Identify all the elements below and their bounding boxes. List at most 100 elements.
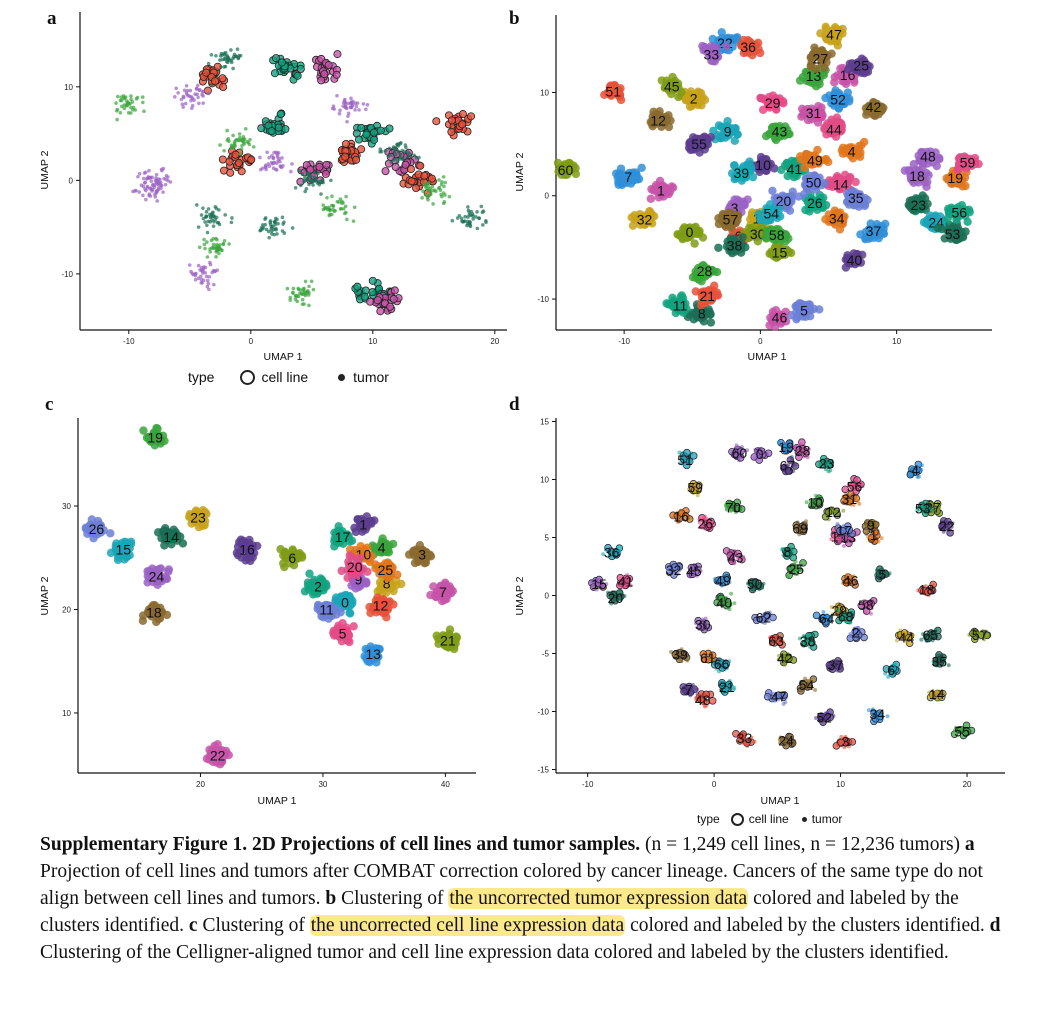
data-point <box>401 160 410 169</box>
cluster-8: 8 <box>780 542 798 562</box>
cluster-18: 18 <box>138 600 172 627</box>
data-point <box>385 124 394 133</box>
data-point <box>353 282 362 291</box>
data-point <box>403 143 408 147</box>
data-point <box>237 132 242 136</box>
data-point <box>201 206 205 210</box>
cluster-label-26: 26 <box>697 516 713 532</box>
data-point <box>299 291 304 296</box>
data-point <box>345 119 349 124</box>
data-point <box>188 88 193 93</box>
y-axis-label: UMAP 2 <box>514 576 526 615</box>
data-point <box>344 194 348 199</box>
data-point <box>275 232 279 236</box>
data-point <box>447 127 456 136</box>
y-axis-label: UMAP 2 <box>39 576 51 615</box>
data-point <box>343 97 347 102</box>
cluster-25: 25 <box>785 559 807 580</box>
cluster-label-4: 4 <box>378 539 386 555</box>
cluster-label-50: 50 <box>806 174 822 190</box>
data-point <box>264 167 268 172</box>
data-point <box>150 175 154 180</box>
data-point <box>205 240 209 244</box>
data-point <box>437 186 441 191</box>
data-point <box>714 121 724 130</box>
data-point <box>306 165 315 174</box>
data-point <box>266 229 271 234</box>
data-point <box>470 212 475 216</box>
data-point <box>830 72 839 82</box>
data-point <box>420 171 429 180</box>
data-point <box>198 87 202 92</box>
data-point <box>277 58 286 67</box>
data-point <box>196 225 201 229</box>
data-point <box>205 284 210 289</box>
data-point <box>186 94 191 98</box>
cluster-label-12: 12 <box>650 112 666 128</box>
data-point <box>155 199 160 203</box>
data-point <box>157 185 161 190</box>
y-tick-label: 0 <box>545 592 550 601</box>
cluster-40: 40 <box>841 249 867 272</box>
data-point <box>303 279 308 284</box>
data-point <box>214 249 219 254</box>
cluster-label-60: 60 <box>558 162 574 178</box>
x-tick-label: 20 <box>490 337 499 346</box>
cluster-24: 24 <box>777 733 797 750</box>
data-point <box>447 116 456 125</box>
data-point <box>142 109 146 114</box>
cluster-12: 12 <box>646 107 675 132</box>
data-point <box>426 197 430 202</box>
cluster-label-46: 46 <box>772 310 788 326</box>
data-point <box>321 203 325 207</box>
cluster-23: 23 <box>184 506 211 532</box>
cluster-26: 26 <box>81 515 115 543</box>
cluster-43: 43 <box>761 121 794 145</box>
data-point <box>354 135 363 144</box>
data-point <box>457 213 462 218</box>
cluster-label-16: 16 <box>239 541 255 557</box>
data-point <box>439 192 443 197</box>
cluster-29: 29 <box>756 91 788 115</box>
data-point <box>205 278 210 283</box>
data-point <box>353 108 357 112</box>
data-point <box>216 245 221 250</box>
data-point <box>141 100 145 105</box>
data-point <box>215 268 220 272</box>
cluster-38: 38 <box>714 233 750 258</box>
data-point <box>300 297 305 302</box>
data-point <box>211 224 216 228</box>
y-tick-label: 5 <box>545 533 550 542</box>
cluster-6: 6 <box>882 660 901 679</box>
cluster-label-17: 17 <box>837 523 853 539</box>
cluster-label-9: 9 <box>867 517 875 533</box>
data-point <box>115 117 119 122</box>
data-point <box>181 94 186 99</box>
data-point <box>695 229 704 238</box>
cluster-label-22: 22 <box>939 518 955 534</box>
cluster-label-27: 27 <box>813 50 829 66</box>
data-point <box>349 96 353 101</box>
data-point <box>221 242 226 247</box>
data-point <box>275 161 279 166</box>
data-point <box>706 318 716 327</box>
data-point <box>227 242 231 246</box>
cluster-label-25: 25 <box>789 561 805 577</box>
data-point <box>229 220 234 225</box>
data-point <box>272 150 276 155</box>
cluster-48: 48 <box>909 147 944 171</box>
cluster-9: 9 <box>709 116 742 146</box>
data-point <box>475 210 479 214</box>
data-point <box>305 569 314 578</box>
data-point <box>357 108 361 112</box>
data-point <box>210 218 214 222</box>
data-point <box>203 220 207 224</box>
cluster-15: 15 <box>765 242 796 262</box>
data-point <box>173 95 177 99</box>
data-point <box>115 109 119 113</box>
cluster-32: 32 <box>627 207 659 230</box>
data-point <box>141 176 146 181</box>
y-tick-label: -10 <box>61 270 73 279</box>
